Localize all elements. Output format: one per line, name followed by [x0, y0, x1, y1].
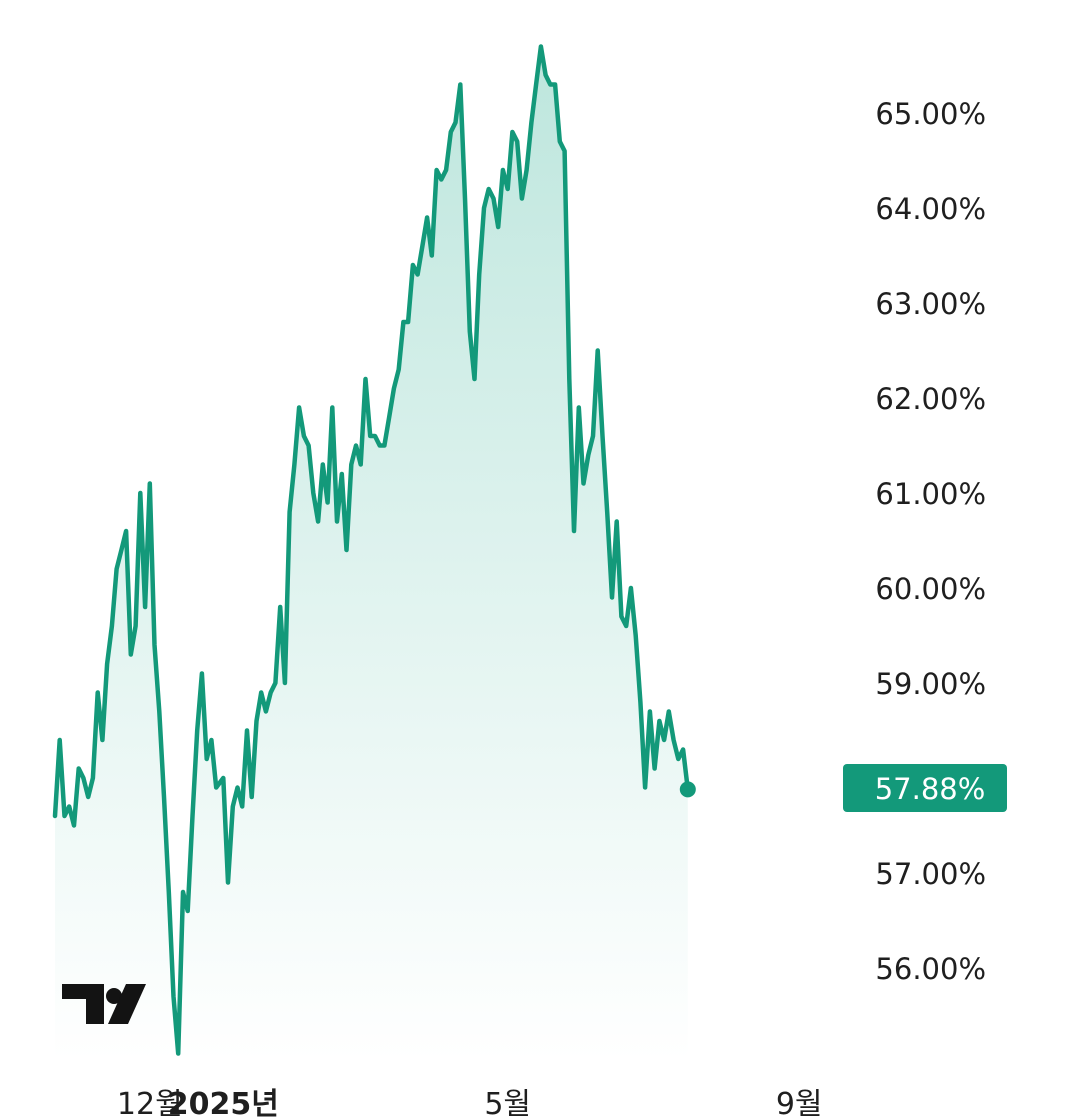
y-tick-label: 57.00% — [875, 857, 986, 891]
y-tick-label: 63.00% — [875, 287, 986, 321]
y-tick-label: 61.00% — [875, 477, 986, 511]
y-tick-label: 59.00% — [875, 667, 986, 701]
x-tick-label: 2025년 — [168, 1087, 279, 1117]
x-tick-label: 5월 — [484, 1087, 531, 1117]
tradingview-logo — [62, 984, 146, 1024]
y-tick-label: 65.00% — [875, 97, 986, 131]
y-tick-label: 64.00% — [875, 192, 986, 226]
y-tick-label: 56.00% — [875, 952, 986, 986]
last-value-badge: 57.88% — [843, 764, 1007, 812]
last-value-badge-bg — [843, 764, 1007, 812]
series-area-fill — [55, 46, 688, 1060]
y-tick-label: 60.00% — [875, 572, 986, 606]
y-axis: 65.00% 64.00% 63.00% 62.00% 61.00% 60.00% 59.0… — [875, 97, 986, 986]
x-tick-label: 12월 — [117, 1087, 183, 1117]
last-value-label: 57.88% — [875, 772, 986, 806]
x-tick-label: 9월 — [776, 1087, 823, 1117]
last-value-marker — [679, 781, 696, 798]
y-tick-label: 62.00% — [875, 382, 986, 416]
series-line — [52, 44, 691, 1056]
